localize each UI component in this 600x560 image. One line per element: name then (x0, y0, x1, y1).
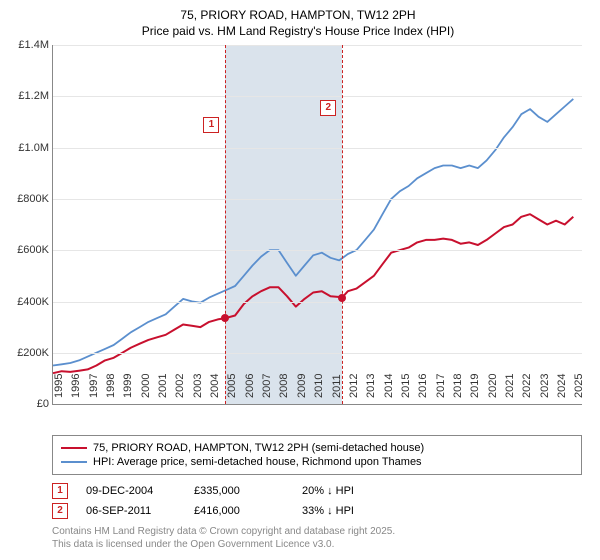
chart-title: 75, PRIORY ROAD, HAMPTON, TW12 2PH Price… (8, 8, 588, 39)
chart-container: 75, PRIORY ROAD, HAMPTON, TW12 2PH Price… (0, 0, 600, 560)
x-tick-label: 2011 (331, 375, 343, 399)
x-tick-label: 1996 (70, 374, 82, 398)
legend-label: 75, PRIORY ROAD, HAMPTON, TW12 2PH (semi… (93, 442, 424, 454)
title-line-2: Price paid vs. HM Land Registry's House … (8, 24, 588, 40)
x-tick-label: 2004 (209, 374, 221, 398)
x-tick-label: 2009 (296, 374, 308, 398)
plot-area: £0£200K£400K£600K£800K£1.0M£1.2M£1.4M199… (52, 45, 582, 405)
x-tick-label: 2019 (469, 374, 481, 398)
x-tick-label: 2005 (226, 374, 238, 398)
x-tick-label: 2001 (157, 374, 169, 398)
sale-badge: 2 (320, 100, 336, 116)
sale-badge: 1 (203, 117, 219, 133)
x-tick-label: 1999 (122, 374, 134, 398)
gridline-h (53, 302, 582, 303)
x-tick-label: 2015 (400, 374, 412, 398)
y-tick-label: £600K (9, 244, 49, 256)
legend-label: HPI: Average price, semi-detached house,… (93, 456, 422, 468)
sale-row: 1 09-DEC-2004 £335,000 20% ↓ HPI (52, 483, 588, 499)
sale-row-badge: 1 (52, 483, 68, 499)
series-price_paid (53, 214, 573, 373)
x-tick-label: 2000 (140, 374, 152, 398)
legend-item: HPI: Average price, semi-detached house,… (61, 456, 573, 468)
x-tick-label: 2010 (313, 374, 325, 398)
footer-line-2: This data is licensed under the Open Gov… (52, 538, 588, 551)
y-tick-label: £1.2M (9, 90, 49, 102)
x-tick-label: 2021 (504, 374, 516, 398)
x-tick-label: 2013 (365, 374, 377, 398)
x-tick-label: 2017 (435, 374, 447, 398)
x-tick-label: 1995 (53, 374, 65, 398)
x-tick-label: 2023 (539, 374, 551, 398)
x-tick-label: 2025 (573, 374, 585, 398)
y-tick-label: £200K (9, 347, 49, 359)
x-tick-label: 2022 (521, 374, 533, 398)
gridline-h (53, 353, 582, 354)
x-tick-label: 2008 (278, 374, 290, 398)
footer-attribution: Contains HM Land Registry data © Crown c… (52, 525, 588, 551)
x-tick-label: 2020 (487, 374, 499, 398)
title-line-1: 75, PRIORY ROAD, HAMPTON, TW12 2PH (8, 8, 588, 24)
sale-price: £335,000 (194, 485, 284, 497)
y-tick-label: £400K (9, 296, 49, 308)
legend-swatch (61, 447, 87, 449)
sale-date: 06-SEP-2011 (86, 505, 176, 517)
footer-line-1: Contains HM Land Registry data © Crown c… (52, 525, 588, 538)
x-tick-label: 2003 (192, 374, 204, 398)
x-tick-label: 2002 (174, 374, 186, 398)
x-tick-label: 1997 (88, 374, 100, 398)
sale-diff: 20% ↓ HPI (302, 485, 392, 497)
gridline-h (53, 148, 582, 149)
gridline-h (53, 96, 582, 97)
x-tick-label: 1998 (105, 374, 117, 398)
y-tick-label: £0 (9, 398, 49, 410)
x-tick-label: 2018 (452, 374, 464, 398)
y-tick-label: £800K (9, 193, 49, 205)
sale-date: 09-DEC-2004 (86, 485, 176, 497)
sale-price: £416,000 (194, 505, 284, 517)
sale-vline (225, 45, 226, 404)
legend: 75, PRIORY ROAD, HAMPTON, TW12 2PH (semi… (52, 435, 582, 475)
legend-swatch (61, 461, 87, 463)
gridline-h (53, 199, 582, 200)
series-hpi (53, 99, 573, 366)
y-tick-label: £1.4M (9, 39, 49, 51)
x-tick-label: 2016 (417, 374, 429, 398)
chart-svg (53, 45, 582, 404)
x-tick-label: 2007 (261, 374, 273, 398)
y-tick-label: £1.0M (9, 142, 49, 154)
sales-table: 1 09-DEC-2004 £335,000 20% ↓ HPI 2 06-SEP-201… (52, 483, 588, 519)
x-tick-label: 2012 (348, 374, 360, 398)
gridline-h (53, 45, 582, 46)
x-tick-label: 2006 (244, 374, 256, 398)
sale-row: 2 06-SEP-2011 £416,000 33% ↓ HPI (52, 503, 588, 519)
sale-vline (342, 45, 343, 404)
sale-diff: 33% ↓ HPI (302, 505, 392, 517)
sale-row-badge: 2 (52, 503, 68, 519)
x-tick-label: 2024 (556, 374, 568, 398)
gridline-h (53, 250, 582, 251)
sale-marker-dot (221, 314, 229, 322)
legend-item: 75, PRIORY ROAD, HAMPTON, TW12 2PH (semi… (61, 442, 573, 454)
sale-marker-dot (338, 294, 346, 302)
x-tick-label: 2014 (383, 374, 395, 398)
